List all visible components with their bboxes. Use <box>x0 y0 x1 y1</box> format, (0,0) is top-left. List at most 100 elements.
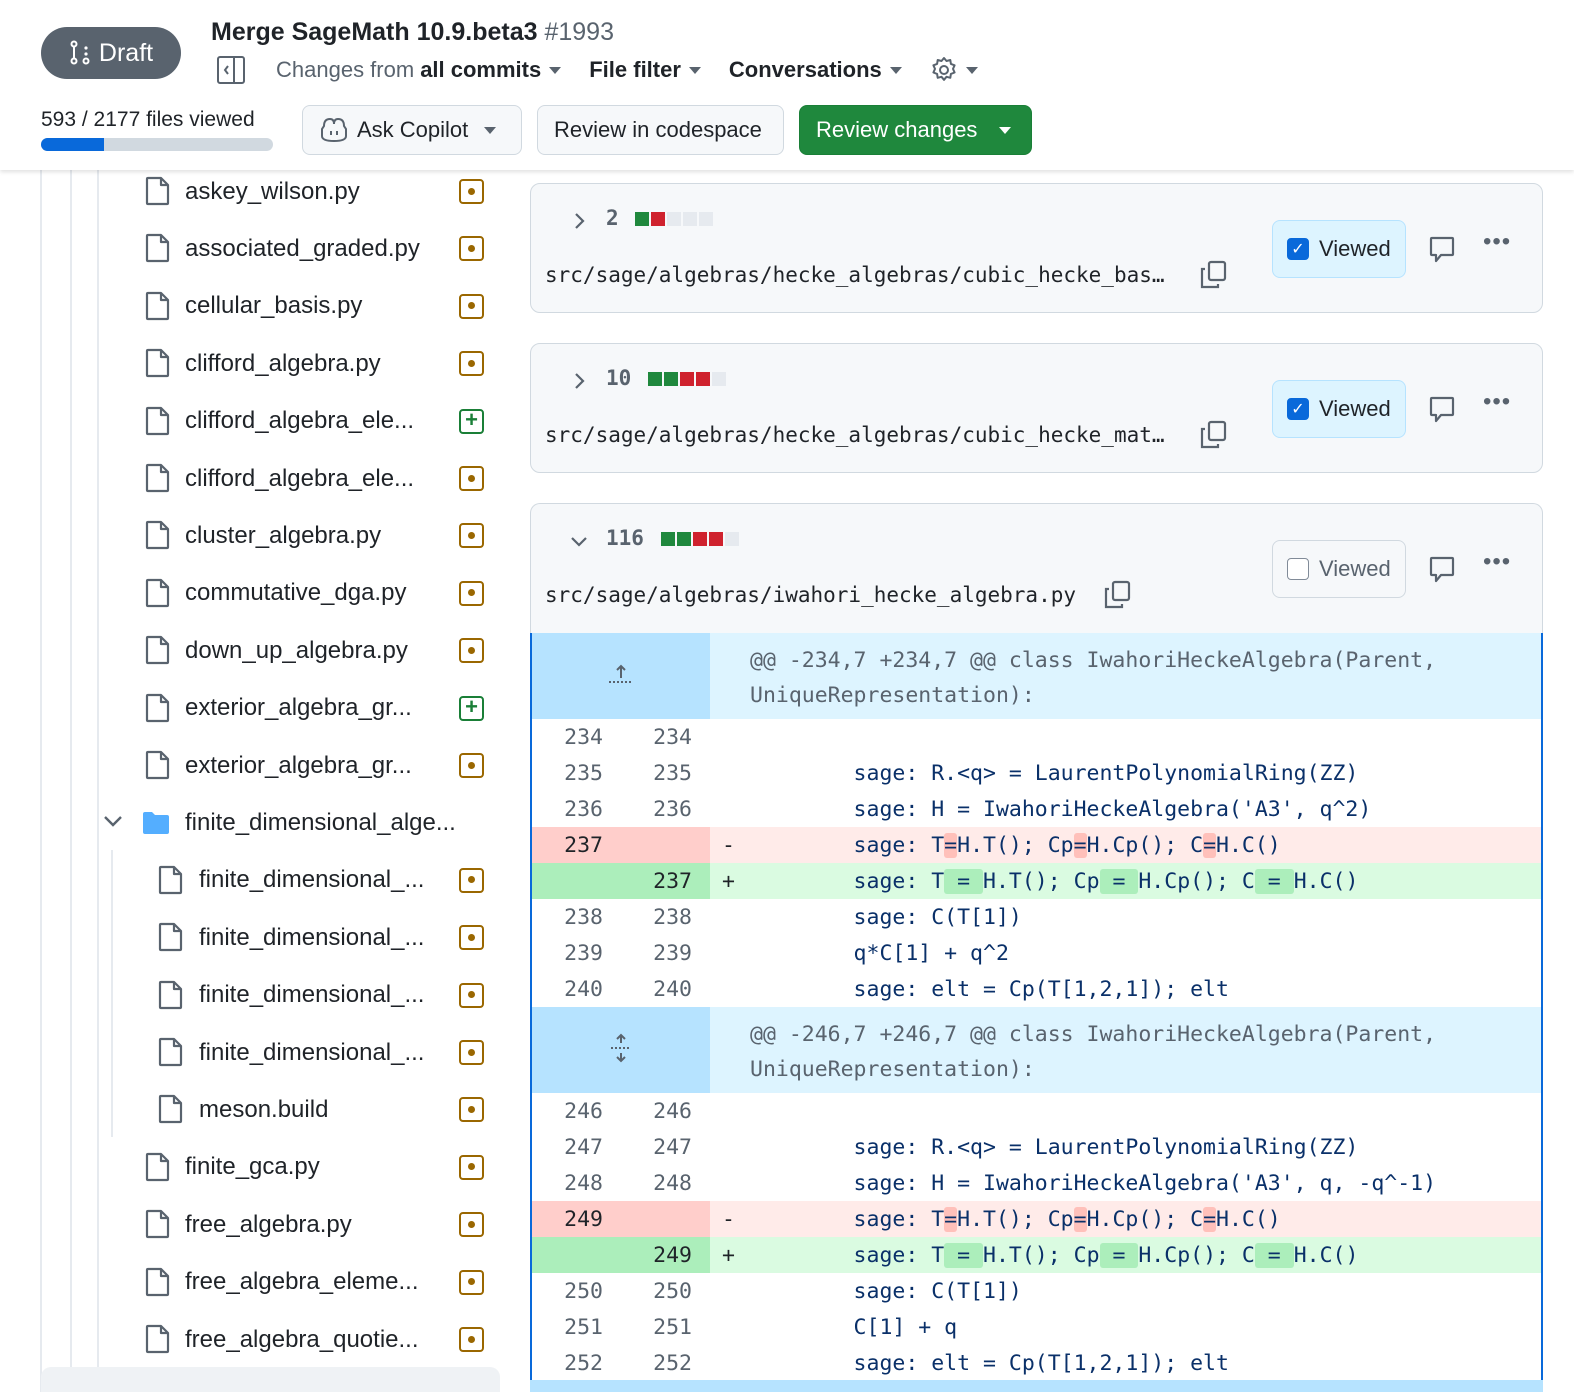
file-tree-item[interactable]: meson.build <box>0 1081 500 1138</box>
file-modified-icon <box>459 1154 484 1180</box>
new-line-number[interactable]: 235 <box>653 760 692 786</box>
new-line-number[interactable]: 248 <box>653 1170 692 1196</box>
kebab-horizontal-icon[interactable]: ••• <box>1483 548 1512 575</box>
new-line-number[interactable]: 237 <box>621 863 710 899</box>
ask-copilot-button[interactable]: Ask Copilot <box>302 105 522 155</box>
file-path[interactable]: src/sage/algebras/hecke_algebras/cubic_h… <box>545 263 1165 287</box>
change-count: 2 <box>606 206 619 230</box>
old-line-number[interactable]: 248 <box>564 1170 603 1196</box>
file-tree-item[interactable]: askey_wilson.py <box>0 170 500 220</box>
new-line-number[interactable] <box>621 1201 710 1237</box>
conversations-dropdown[interactable]: Conversations <box>729 57 902 83</box>
comment-icon[interactable] <box>1429 396 1455 423</box>
viewed-label: Viewed <box>1319 396 1391 421</box>
file-tree-item[interactable]: exterior_algebra_gr... <box>0 737 500 794</box>
diffstat-block-none <box>725 532 739 546</box>
old-line-number[interactable]: 236 <box>564 796 603 822</box>
file-tree-item[interactable]: exterior_algebra_gr... + <box>0 680 500 737</box>
file-tree-item[interactable]: finite_gca.py <box>0 1139 500 1196</box>
old-line-number[interactable]: 247 <box>564 1134 603 1160</box>
old-line-number[interactable]: 239 <box>564 940 603 966</box>
new-line-number[interactable]: 234 <box>653 724 692 750</box>
file-filter-dropdown[interactable]: File filter <box>589 57 701 83</box>
file-tree-item[interactable]: finite_dimensional_... <box>0 967 500 1024</box>
file-tree-item[interactable]: finite_dimensional_... <box>0 852 500 909</box>
new-line-number[interactable]: 247 <box>653 1134 692 1160</box>
old-line-number[interactable]: 240 <box>564 976 603 1002</box>
viewed-checkbox[interactable]: Viewed <box>1272 540 1406 598</box>
file-tree-item[interactable]: clifford_algebra_ele... + <box>0 393 500 450</box>
next-hunk-header[interactable] <box>530 1380 1543 1392</box>
new-line-number[interactable]: 236 <box>653 796 692 822</box>
old-line-number[interactable] <box>532 863 621 899</box>
new-line-number[interactable]: 246 <box>653 1098 692 1124</box>
file-icon <box>158 1094 183 1124</box>
new-line-number[interactable] <box>621 827 710 863</box>
file-tree-item[interactable]: free_algebra.py <box>0 1196 500 1253</box>
expand-button[interactable] <box>532 1007 710 1093</box>
review-changes-button[interactable]: Review changes <box>799 105 1032 155</box>
comment-icon[interactable] <box>1429 556 1455 583</box>
old-line-number[interactable]: 251 <box>564 1314 603 1340</box>
review-in-codespace-button[interactable]: Review in codespace <box>537 105 784 155</box>
old-line-number[interactable]: 246 <box>564 1098 603 1124</box>
tree-guide-line <box>40 170 42 1392</box>
file-path[interactable]: src/sage/algebras/hecke_algebras/cubic_h… <box>545 423 1165 447</box>
chevron-down-icon[interactable] <box>569 531 589 557</box>
file-tree-item[interactable]: finite_dimensional_alge... <box>0 794 500 851</box>
file-tree-item[interactable]: clifford_algebra.py <box>0 335 500 392</box>
comment-icon[interactable] <box>1429 236 1455 263</box>
chevron-right-icon[interactable] <box>569 371 589 397</box>
old-line-number[interactable]: 250 <box>564 1278 603 1304</box>
file-tree-item[interactable] <box>41 1367 500 1392</box>
chevron-right-icon[interactable] <box>569 211 589 237</box>
file-path[interactable]: src/sage/algebras/iwahori_hecke_algebra.… <box>545 583 1077 607</box>
kebab-horizontal-icon[interactable]: ••• <box>1483 388 1512 415</box>
old-line-number[interactable]: 235 <box>564 760 603 786</box>
changes-from-dropdown[interactable]: Changes from all commits <box>276 57 562 83</box>
file-tree-item[interactable]: commutative_dga.py <box>0 565 500 622</box>
new-line-number[interactable]: 240 <box>653 976 692 1002</box>
diffstat <box>661 532 739 546</box>
file-tree-item-name: free_algebra_quotie... <box>185 1325 419 1353</box>
file-tree-item[interactable]: cellular_basis.py <box>0 278 500 335</box>
file-tree-item[interactable]: free_algebra_eleme... <box>0 1254 500 1311</box>
code-segment: sage: elt = Cp(T[1,2,1]); elt <box>750 1350 1229 1376</box>
file-tree-item[interactable]: cluster_algebra.py <box>0 507 500 564</box>
code-segment: sage: T <box>750 868 945 894</box>
viewed-checkbox[interactable]: ✓ Viewed <box>1272 380 1406 438</box>
file-tree-item[interactable]: free_algebra_quotie... <box>0 1311 500 1368</box>
hunk-header: @@ -234,7 +234,7 @@ class IwahoriHeckeAl… <box>532 633 1541 719</box>
viewed-checkbox[interactable]: ✓ Viewed <box>1272 220 1406 278</box>
new-line-number[interactable]: 251 <box>653 1314 692 1340</box>
context-line: 235 235 sage: R.<q> = LaurentPolynomialRi… <box>532 755 1541 791</box>
sidebar-toggle-icon[interactable] <box>216 55 246 85</box>
file-tree-item[interactable]: finite_dimensional_... <box>0 1024 500 1081</box>
code-segment: H.T(); Cp <box>957 1206 1074 1232</box>
diffstat <box>648 372 726 386</box>
kebab-horizontal-icon[interactable]: ••• <box>1483 228 1512 255</box>
file-tree-item[interactable]: down_up_algebra.py <box>0 622 500 679</box>
new-line-number[interactable]: 239 <box>653 940 692 966</box>
chevron-down-icon[interactable] <box>103 811 123 834</box>
copy-icon[interactable] <box>1199 260 1227 289</box>
old-line-number[interactable]: 252 <box>564 1350 603 1376</box>
file-tree-item[interactable]: associated_graded.py <box>0 220 500 277</box>
expand-button[interactable] <box>532 633 710 719</box>
old-line-number[interactable]: 237 <box>532 827 621 863</box>
old-line-number[interactable] <box>532 1237 621 1273</box>
old-line-number[interactable]: 234 <box>564 724 603 750</box>
file-tree-item[interactable]: finite_dimensional_... <box>0 909 500 966</box>
old-line-number[interactable]: 238 <box>564 904 603 930</box>
new-line-number[interactable]: 249 <box>621 1237 710 1273</box>
settings-dropdown[interactable] <box>930 56 978 84</box>
copy-icon[interactable] <box>1103 580 1131 609</box>
copy-icon[interactable] <box>1199 420 1227 449</box>
old-line-number[interactable]: 249 <box>532 1201 621 1237</box>
new-line-number[interactable]: 252 <box>653 1350 692 1376</box>
context-line: 251 251 C[1] + q <box>532 1309 1541 1345</box>
new-line-number[interactable]: 250 <box>653 1278 692 1304</box>
conversations-label: Conversations <box>728 57 882 82</box>
new-line-number[interactable]: 238 <box>653 904 692 930</box>
file-tree-item[interactable]: clifford_algebra_ele... <box>0 450 500 507</box>
